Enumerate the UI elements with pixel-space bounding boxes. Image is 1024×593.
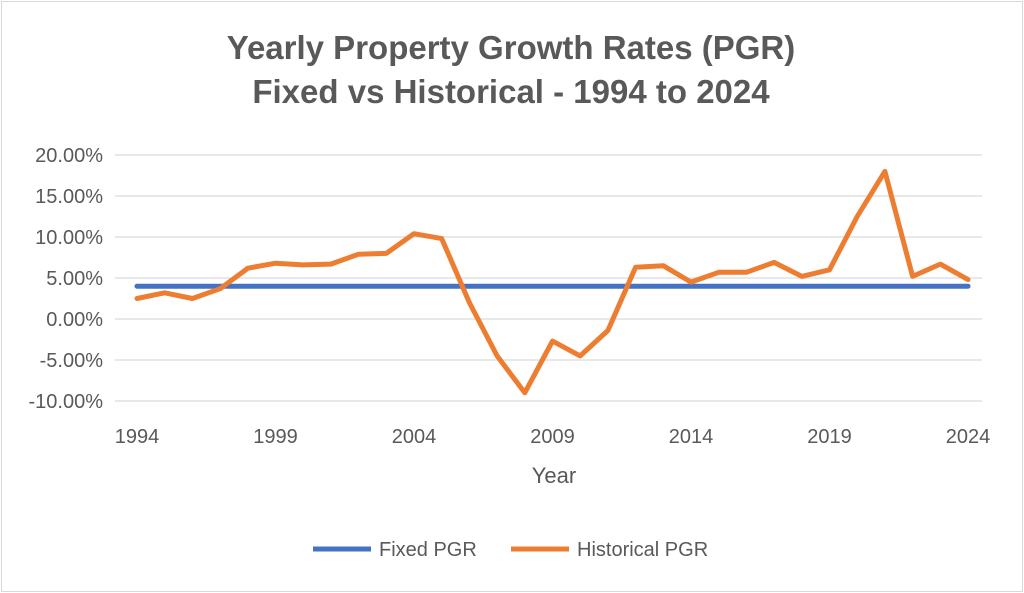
y-tick-label: -10.00% [29, 391, 104, 413]
chart-title-block: Yearly Property Growth Rates (PGR) Fixed… [0, 26, 1022, 114]
y-tick-label: 20.00% [35, 145, 103, 167]
legend-label: Historical PGR [577, 539, 708, 561]
x-tick-label: 2014 [669, 426, 714, 448]
series-lines [134, 168, 971, 396]
x-tick-label: 2024 [946, 426, 991, 448]
x-tick-label: 1994 [115, 426, 160, 448]
x-tick-label: 2019 [807, 426, 852, 448]
chart-title: Yearly Property Growth Rates (PGR) [226, 29, 796, 66]
y-tick-label: 5.00% [46, 268, 103, 290]
series-line-historical-pgr [134, 168, 971, 396]
y-tick-label: -5.00% [40, 350, 104, 372]
y-tick-label: 0.00% [46, 309, 103, 331]
legend-label: Fixed PGR [379, 539, 477, 561]
x-tick-label: 1999 [253, 426, 298, 448]
x-tick-label: 2009 [530, 426, 575, 448]
x-axis-ticks: 1994 1999 2004 2009 2014 2019 2024 [115, 426, 991, 448]
x-axis-title: Year [532, 463, 576, 488]
x-tick-label: 2004 [392, 426, 437, 448]
legend: Fixed PGR Historical PGR [313, 539, 708, 561]
chart-subtitle: Fixed vs Historical - 1994 to 2024 [252, 73, 770, 110]
gridlines [115, 154, 982, 402]
y-tick-label: 15.00% [35, 186, 103, 208]
y-tick-label: 10.00% [35, 227, 103, 249]
y-axis-ticks: 20.00% 15.00% 10.00% 5.00% 0.00% -5.00% -10.00… [29, 145, 104, 413]
